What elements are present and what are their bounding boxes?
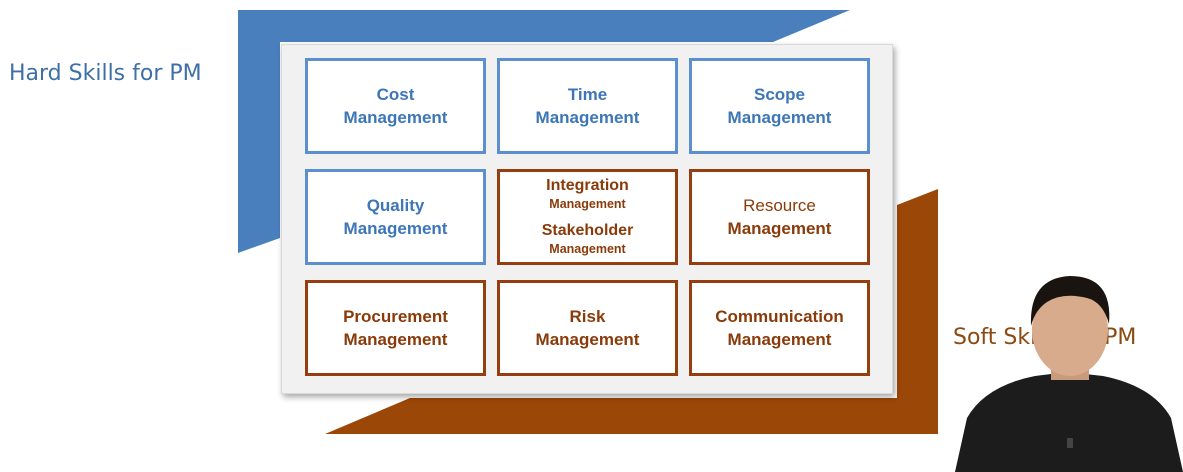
scope-title: Scope <box>753 85 806 104</box>
risk-management-box: Risk Management <box>497 280 678 376</box>
resource-management-box: Resource Management <box>689 169 870 265</box>
cost-subtitle: Management <box>343 108 448 127</box>
stakeholder-subtitle: Management <box>549 242 626 256</box>
quality-management-box: Quality Management <box>305 169 486 265</box>
procurement-management-box: Procurement Management <box>305 280 486 376</box>
presenter-face <box>1032 284 1108 376</box>
time-subtitle: Management <box>535 108 640 127</box>
soft-skills-band <box>325 189 938 434</box>
procurement-subtitle: Management <box>343 330 448 349</box>
risk-subtitle: Management <box>535 330 640 349</box>
time-management-box: Time Management <box>497 58 678 154</box>
integration-subtitle: Management <box>549 197 626 211</box>
scope-management-box: Scope Management <box>689 58 870 154</box>
scope-subtitle: Management <box>727 108 832 127</box>
risk-title: Risk <box>569 307 606 326</box>
communication-title: Communication <box>715 307 844 326</box>
resource-title: Resource <box>743 196 816 215</box>
quality-subtitle: Management <box>343 219 448 238</box>
cost-management-box: Cost Management <box>305 58 486 154</box>
presenter-microphone <box>1067 438 1073 448</box>
quality-title: Quality <box>366 196 425 215</box>
communication-subtitle: Management <box>727 330 832 349</box>
time-title: Time <box>567 85 608 104</box>
hard-skills-band <box>238 10 850 253</box>
presenter-body <box>955 372 1183 472</box>
knowledge-area-board: Cost Management Time Management Scope Ma… <box>281 44 893 394</box>
procurement-title: Procurement <box>343 307 448 326</box>
cost-title: Cost <box>376 85 415 104</box>
resource-subtitle: Management <box>727 219 832 238</box>
communication-management-box: Communication Management <box>689 280 870 376</box>
presenter-video-overlay <box>955 276 1183 472</box>
stakeholder-title: Stakeholder <box>541 222 634 239</box>
presenter-hair <box>1030 276 1110 326</box>
integration-title: Integration <box>546 177 629 194</box>
hard-skills-label: Hard Skills for PM <box>9 61 202 86</box>
integration-stakeholder-box: Integration Management Stakeholder Manag… <box>497 169 678 265</box>
